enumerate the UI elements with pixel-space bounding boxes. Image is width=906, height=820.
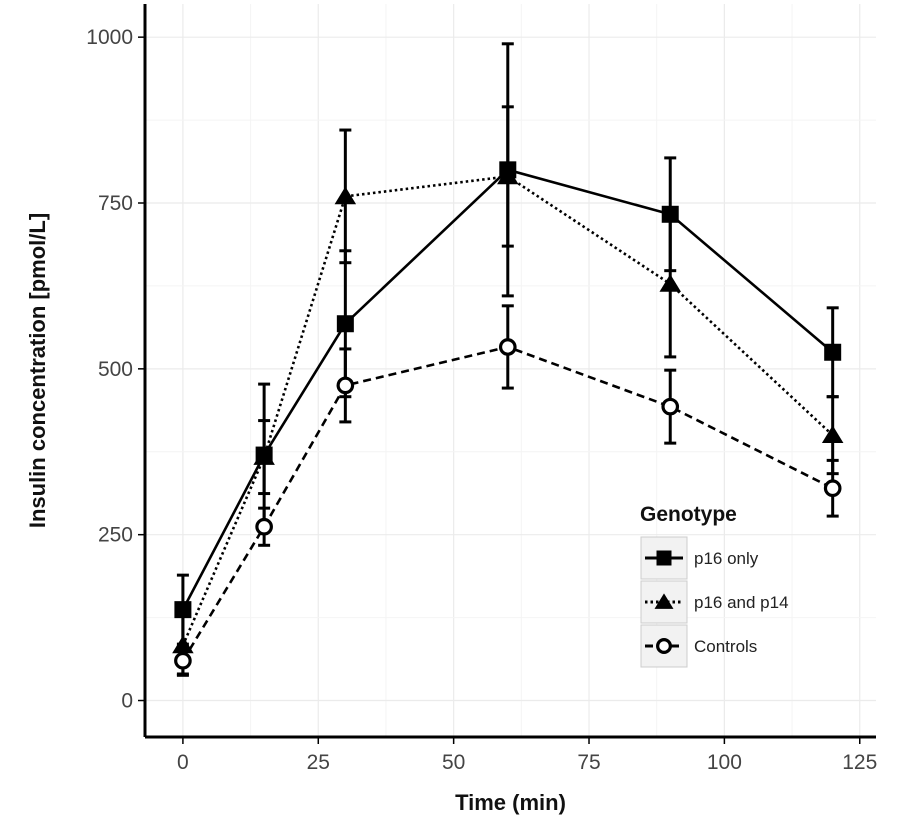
axes bbox=[143, 4, 876, 739]
triangle-marker bbox=[497, 166, 519, 185]
tick-marks: 0 25 50 75 100 125 0 250 500 750 1000 bbox=[86, 26, 877, 774]
triangle-marker bbox=[654, 593, 674, 609]
x-tick-label: 75 bbox=[577, 751, 600, 774]
x-tick-label: 0 bbox=[177, 751, 189, 774]
x-axis-title: Time (min) bbox=[455, 790, 566, 815]
legend-title: Genotype bbox=[640, 503, 737, 526]
series-line bbox=[181, 175, 834, 646]
triangle-marker bbox=[334, 186, 357, 205]
x-tick-label: 125 bbox=[842, 751, 877, 774]
open-circle-marker bbox=[174, 651, 192, 670]
legend-entry: p16 and p14 bbox=[640, 580, 789, 624]
open-circle-marker bbox=[661, 397, 680, 416]
series-line bbox=[181, 345, 834, 662]
y-axis-title: Insulin concentration [pmol/L] bbox=[25, 213, 50, 528]
square-marker bbox=[656, 550, 672, 566]
series-line bbox=[181, 168, 834, 611]
x-tick-label: 100 bbox=[707, 751, 742, 774]
legend-entries: p16 only p16 and p14 Controls bbox=[640, 536, 789, 668]
square-marker bbox=[174, 601, 192, 619]
legend-label: p16 only bbox=[694, 549, 759, 568]
grid-lines bbox=[145, 4, 876, 737]
data-series bbox=[172, 42, 844, 677]
series-2 bbox=[174, 304, 842, 676]
square-marker bbox=[824, 343, 842, 361]
legend-label: p16 and p14 bbox=[694, 593, 789, 612]
series-1 bbox=[172, 105, 844, 677]
x-tick-label: 25 bbox=[307, 751, 330, 774]
square-marker bbox=[336, 315, 354, 333]
x-tick-label: 50 bbox=[442, 751, 465, 774]
legend-entry: Controls bbox=[640, 624, 757, 668]
triangle-marker bbox=[659, 274, 681, 292]
triangle-marker bbox=[253, 447, 275, 465]
open-circle-marker bbox=[656, 638, 672, 654]
y-tick-label: 0 bbox=[121, 690, 133, 713]
y-tick-label: 1000 bbox=[86, 26, 133, 49]
legend-label: Controls bbox=[694, 637, 757, 656]
y-tick-label: 750 bbox=[98, 192, 133, 215]
legend-entry: p16 only bbox=[640, 536, 759, 580]
open-circle-marker bbox=[255, 517, 273, 536]
y-tick-label: 250 bbox=[98, 524, 133, 547]
legend: Genotype p16 only p16 and p14 Controls bbox=[640, 503, 789, 668]
open-circle-marker bbox=[498, 338, 517, 356]
triangle-marker bbox=[821, 425, 844, 443]
open-circle-marker bbox=[823, 479, 842, 498]
y-tick-label: 500 bbox=[98, 358, 133, 381]
open-circle-marker bbox=[336, 376, 355, 395]
